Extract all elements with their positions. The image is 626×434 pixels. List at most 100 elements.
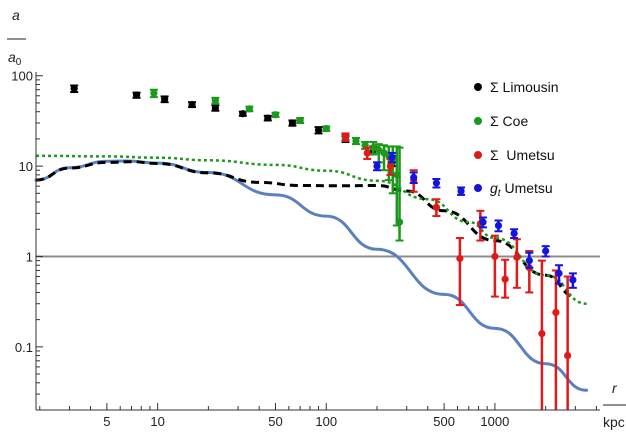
data-marker (70, 85, 78, 93)
data-point-s1-11 (380, 144, 389, 172)
data-marker (150, 89, 158, 97)
data-marker (352, 137, 360, 145)
data-marker (161, 95, 169, 103)
y-tick-label: 100 (11, 69, 33, 84)
axis-labels: a a0 r kpc (7, 7, 626, 430)
data-point-s3-2 (409, 171, 418, 185)
model-curve-solid (34, 159, 589, 392)
data-point-s1-3 (271, 111, 280, 119)
data-point-s0-3 (188, 100, 197, 109)
y-axis-label-denominator: a0 (8, 49, 22, 68)
y-tick-label: 1 (26, 249, 33, 264)
x-tick-label: 5 (103, 414, 110, 429)
data-marker (479, 218, 487, 226)
legend-label-coe: Σ Coe (490, 113, 528, 129)
data-point-s3-3 (432, 177, 441, 189)
y-axis-label-numerator: a (12, 7, 20, 23)
data-point-s1-4 (296, 116, 305, 125)
y-tick-label: 10 (19, 159, 33, 174)
data-point-s0-1 (132, 91, 141, 99)
axes (35, 72, 600, 411)
data-marker (432, 203, 441, 211)
data-point-s2-8 (501, 258, 510, 299)
data-marker (494, 221, 503, 230)
data-marker (188, 100, 196, 109)
data-marker (211, 97, 219, 105)
data-marker (322, 125, 330, 133)
data-point-s2-12 (551, 269, 560, 410)
data-marker (510, 229, 518, 238)
data-point-s0-6 (263, 114, 272, 122)
data-marker (296, 116, 304, 125)
data-marker (564, 351, 572, 360)
legend: Σ Limousin Σ Coe Σ Umetsu gt Umetsu (474, 79, 559, 199)
model-curve-dashed (35, 160, 576, 299)
data-marker (386, 162, 394, 170)
x-tick-label: 100 (315, 414, 337, 429)
data-point-s3-6 (494, 219, 503, 233)
data-marker (341, 133, 350, 141)
data-point-s2-9 (512, 238, 521, 289)
data-point-s2-5 (455, 237, 464, 307)
data-marker (211, 104, 219, 112)
data-point-s3-4 (457, 186, 466, 196)
data-point-s0-0 (70, 84, 79, 94)
data-marker (271, 111, 280, 119)
data-marker (538, 330, 546, 338)
data-point-s0-2 (160, 95, 169, 104)
data-point-s3-8 (525, 251, 534, 269)
data-marker (264, 114, 272, 122)
data-point-s0-4 (211, 104, 220, 112)
legend-marker-umetsu-sigma (474, 151, 482, 159)
data-marker (288, 119, 297, 127)
data-marker (525, 257, 533, 265)
x-tick-label: 10 (150, 414, 164, 429)
data-marker (513, 253, 521, 261)
x-tick-label: 1000 (480, 414, 509, 429)
data-point-s2-13 (563, 275, 572, 410)
data-marker (239, 110, 247, 118)
data-point-s3-0 (373, 161, 382, 172)
legend-marker-limousin (474, 83, 482, 91)
legend-label-umetsu-gt: gt Umetsu (490, 180, 553, 199)
data-marker (542, 247, 550, 255)
data-point-s2-4 (432, 198, 441, 218)
data-marker (314, 126, 323, 134)
legend-marker-coe (474, 117, 482, 125)
data-point-s1-0 (149, 88, 158, 99)
data-point-s1-7 (351, 136, 360, 146)
y-tick-label: 0.1 (15, 340, 33, 355)
data-point-s1-9 (369, 140, 378, 156)
data-marker (555, 269, 563, 277)
data-marker (410, 173, 418, 181)
data-marker (245, 105, 253, 113)
data-marker (369, 144, 377, 152)
data-point-s2-0 (341, 132, 350, 142)
data-point-s1-2 (245, 105, 254, 113)
x-tick-label: 500 (433, 414, 455, 429)
data-point-s3-10 (555, 264, 564, 285)
data-marker (501, 275, 509, 283)
data-point-s3-7 (510, 228, 519, 240)
data-point-s3-5 (478, 216, 487, 229)
data-point-s3-1 (387, 151, 396, 164)
data-marker (395, 218, 404, 226)
data-point-s2-1 (363, 146, 372, 160)
data-point-s1-5 (322, 125, 331, 133)
data-point-s1-1 (211, 96, 220, 105)
data-marker (432, 179, 441, 187)
data-point-s2-11 (537, 259, 546, 410)
data-marker (373, 162, 381, 170)
model-curve-dotted (35, 154, 587, 305)
data-marker (552, 308, 560, 317)
ticks: 5 10 50 100 500 1000 0.1 1 10 100 (11, 69, 597, 429)
data-points (70, 84, 577, 410)
data-point-s3-11 (568, 272, 577, 289)
data-marker (457, 187, 465, 195)
data-point-s3-9 (541, 245, 550, 258)
legend-label-umetsu-sigma: Σ Umetsu (490, 147, 555, 163)
data-marker (491, 252, 499, 261)
legend-label-limousin: Σ Limousin (490, 79, 559, 95)
data-point-s2-7 (490, 234, 499, 298)
